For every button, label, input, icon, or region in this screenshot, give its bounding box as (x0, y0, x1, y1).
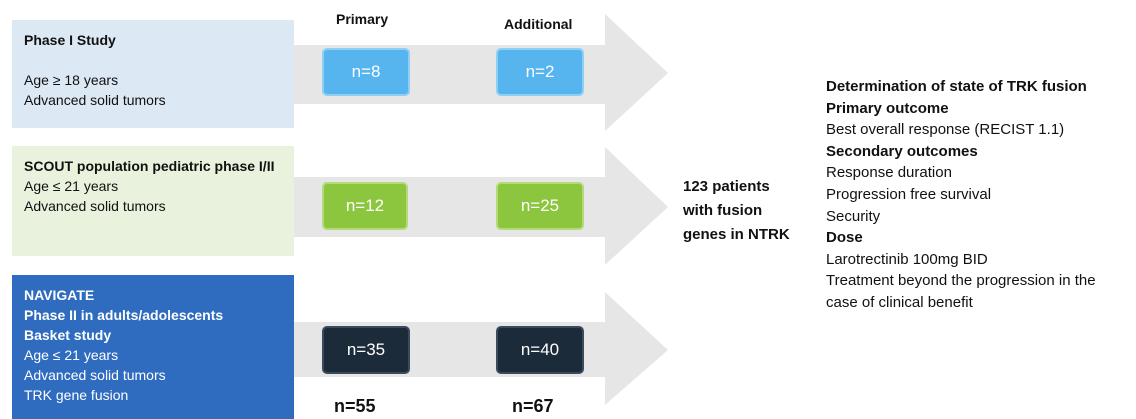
outcome-dose: Larotrectinib 100mg BID (826, 250, 988, 268)
study-navigate-tumors: Advanced solid tumors (24, 367, 166, 383)
phase1-additional-n: n=2 (496, 48, 584, 96)
outcome-best-response: Best overall response (RECIST 1.1) (826, 121, 1065, 139)
navigate-additional-n: n=40 (496, 326, 584, 374)
outcome-treatment-beyond: Treatment beyond the progression in the … (826, 272, 1096, 311)
study-scout-tumors: Advanced solid tumors (24, 198, 166, 214)
scout-primary-n: n=12 (322, 182, 408, 230)
total-primary: n=55 (334, 396, 376, 416)
outcome-secondary-heading: Secondary outcomes (826, 142, 978, 160)
study-phase1-tumors: Advanced solid tumors (24, 92, 166, 108)
center-label-line-3: genes in NTRK (683, 226, 790, 243)
center-label-line-1: 123 patients (683, 178, 770, 195)
outcome-security: Security (826, 207, 881, 225)
additional-header: Additional (504, 16, 573, 32)
study-navigate-age: Age ≤ 21 years (24, 347, 119, 363)
primary-header: Primary (336, 11, 389, 27)
study-scout-box: SCOUT population pediatric phase I/II Ag… (12, 146, 294, 256)
arrow-scout (294, 147, 668, 265)
outcome-primary-heading: Primary outcome (826, 99, 949, 117)
study-phase1-age: Age ≥ 18 years (24, 72, 119, 88)
outcome-pfs: Progression free survival (826, 185, 992, 203)
study-scout-age: Age ≤ 21 years (24, 178, 119, 194)
study-phase1-title: Phase I Study (24, 32, 116, 48)
center-label-line-2: with fusion (683, 202, 763, 219)
study-navigate-design: Basket study (24, 327, 112, 343)
total-additional: n=67 (512, 396, 554, 416)
study-navigate-box: NAVIGATE Phase II in adults/adolescents … (12, 275, 294, 419)
study-phase1-spacer (24, 50, 282, 70)
study-navigate-title: NAVIGATE (24, 287, 95, 303)
center-label: 123 patients with fusion genes in NTRK (683, 175, 793, 247)
study-scout-title: SCOUT population pediatric phase I/II (24, 158, 275, 174)
scout-additional-n: n=25 (496, 182, 584, 230)
outcome-dose-heading: Dose (826, 229, 863, 247)
outcome-response-duration: Response duration (826, 164, 952, 182)
arrow-phase1 (294, 14, 668, 131)
study-navigate-fusion: TRK gene fusion (24, 387, 129, 403)
arrow-navigate (294, 292, 668, 405)
outcomes-panel: Determination of state of TRK fusion Pri… (826, 76, 1126, 314)
phase1-primary-n: n=8 (322, 48, 410, 96)
study-phase1-box: Phase I Study Age ≥ 18 years Advanced so… (12, 20, 294, 128)
study-navigate-phase: Phase II in adults/adolescents (24, 307, 224, 323)
outcome-determination: Determination of state of TRK fusion (826, 78, 1087, 95)
navigate-primary-n: n=35 (322, 326, 410, 374)
